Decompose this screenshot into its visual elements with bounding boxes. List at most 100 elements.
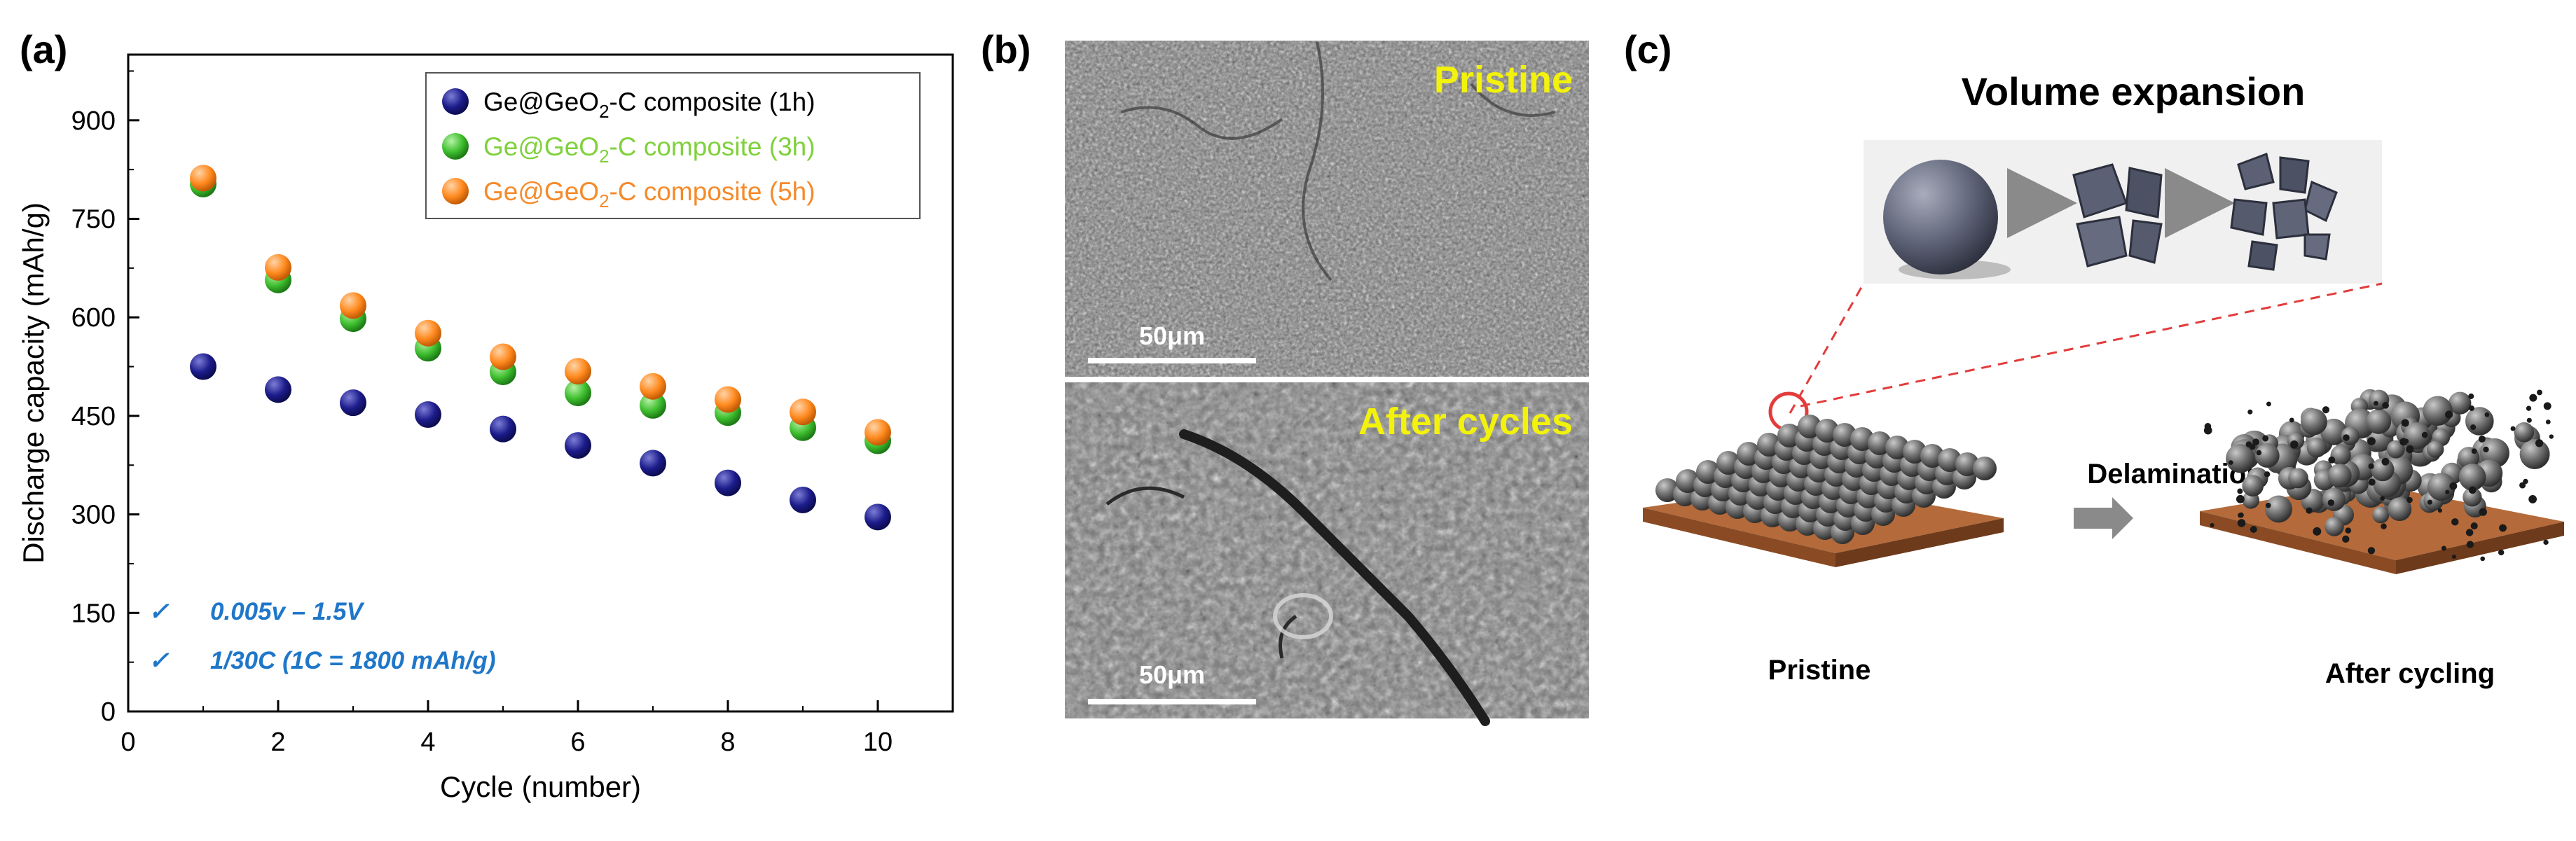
particle	[2322, 487, 2346, 511]
pristine-substrate-side-right	[1835, 518, 2004, 567]
sem-after-crack	[1179, 429, 1490, 726]
x-axis-label: Cycle (number)	[440, 770, 641, 803]
debris-fragment	[2535, 439, 2544, 447]
x-tick-label: 4	[420, 728, 435, 757]
particle	[2324, 517, 2344, 536]
data-point	[865, 419, 891, 446]
debris-fragment	[2367, 547, 2376, 555]
particle	[2448, 391, 2472, 415]
debris-fragment	[2545, 419, 2551, 425]
legend-entry-text: Ge@GeO2-C composite (1h)	[483, 88, 815, 122]
pristine-particle-layer	[1655, 415, 1997, 544]
debris-fragment	[2451, 518, 2459, 526]
debris-fragment	[2404, 438, 2409, 444]
debris-fragment	[2449, 482, 2458, 490]
debris-fragment	[2322, 406, 2330, 414]
particle	[2423, 396, 2453, 426]
debris-fragment	[2368, 463, 2374, 469]
after-cycling-caption: After cycling	[2325, 658, 2495, 689]
legend-marker	[442, 178, 469, 204]
debris-fragment	[2380, 496, 2385, 501]
debris-fragment	[2266, 401, 2271, 407]
debris-fragment	[2236, 494, 2245, 503]
debris-fragment	[2478, 435, 2486, 443]
particle	[2465, 407, 2494, 436]
debris-fragment	[2265, 502, 2271, 508]
debris-fragment	[2529, 394, 2537, 402]
debris-fragment	[2451, 554, 2456, 559]
y-tick-label: 750	[71, 205, 116, 235]
data-point	[640, 450, 666, 477]
debris-fragment	[2445, 489, 2450, 494]
debris-fragment	[2401, 419, 2409, 427]
data-point	[565, 432, 591, 459]
debris-fragment	[2526, 417, 2532, 423]
y-tick-label: 900	[71, 106, 116, 136]
particle	[2288, 468, 2308, 489]
x-tick-label: 0	[120, 728, 135, 757]
debris-fragment	[2228, 460, 2233, 465]
sem-after-label: After cycles	[1358, 401, 1573, 443]
intact-sphere-icon	[1883, 160, 1998, 274]
debris-fragment	[2469, 405, 2475, 411]
legend-entry-text: Ge@GeO2-C composite (5h)	[483, 177, 815, 211]
panel-label-a: (a)	[20, 27, 67, 71]
debris-fragment	[2441, 545, 2446, 551]
cycled-particle-layer	[2203, 389, 2554, 562]
cycled-substrate-side-right	[2396, 522, 2564, 574]
debris-fragment	[2519, 482, 2526, 489]
debris-fragment	[2484, 412, 2490, 417]
data-point	[340, 389, 366, 417]
debris-fragment	[2367, 437, 2376, 445]
data-point	[265, 376, 291, 403]
discharge-capacity-chart: 0 2 4 6 8 10 0 150 300 450 600 750 900 Cycle (number…	[17, 53, 954, 803]
checkmark-icon: ✓	[149, 598, 170, 625]
sem-divider	[1065, 377, 1589, 382]
shattered-sphere-icon	[2230, 153, 2338, 271]
data-point	[565, 380, 591, 407]
debris-fragment	[2549, 434, 2554, 439]
debris-fragment	[2342, 535, 2350, 543]
debris-fragment	[2203, 426, 2212, 435]
debris-fragment	[2406, 496, 2413, 503]
plot-frame	[127, 53, 954, 713]
particle	[2265, 495, 2292, 523]
data-point	[490, 343, 516, 370]
debris-fragment	[2256, 450, 2262, 456]
data-point	[265, 253, 291, 281]
debris-fragment	[2252, 438, 2260, 446]
legend-box	[425, 72, 921, 219]
particle	[2327, 464, 2352, 488]
debris-fragment	[2471, 448, 2477, 454]
particle	[2255, 443, 2280, 468]
debris-fragment	[2468, 393, 2474, 399]
pristine-electrode	[1643, 415, 2004, 567]
debris-fragment	[2479, 508, 2487, 516]
x-tick-label: 10	[863, 728, 893, 757]
debris-fragment	[2382, 402, 2389, 409]
debris-fragment	[2526, 405, 2532, 411]
debris-fragment	[2374, 401, 2378, 406]
y-tick-label: 300	[71, 501, 116, 530]
debris-fragment	[2247, 409, 2253, 415]
data-point	[340, 292, 366, 319]
debris-fragment	[2289, 417, 2294, 423]
checkmark-icon: ✓	[149, 647, 170, 674]
data-point	[790, 486, 816, 513]
debris-fragment	[2528, 495, 2537, 503]
debris-fragment	[2427, 499, 2433, 505]
debris-fragment	[2306, 507, 2313, 514]
series-0	[190, 353, 891, 531]
data-point	[790, 398, 816, 426]
chart-ticks: 0 2 4 6 8 10 0 150 300 450 600 750 900	[71, 70, 953, 757]
volume-expansion-title: Volume expansion	[1962, 69, 2306, 113]
sem-after-texture	[1065, 382, 1589, 718]
panel-label-b: (b)	[981, 27, 1031, 71]
debris-fragment	[2543, 402, 2551, 410]
data-point	[565, 358, 591, 385]
sem-pristine-scale-text: 50μm	[1139, 321, 1205, 350]
cycled-substrate-side-left	[2200, 511, 2396, 574]
debris-fragment	[2437, 508, 2442, 513]
y-tick-label: 450	[71, 402, 116, 431]
